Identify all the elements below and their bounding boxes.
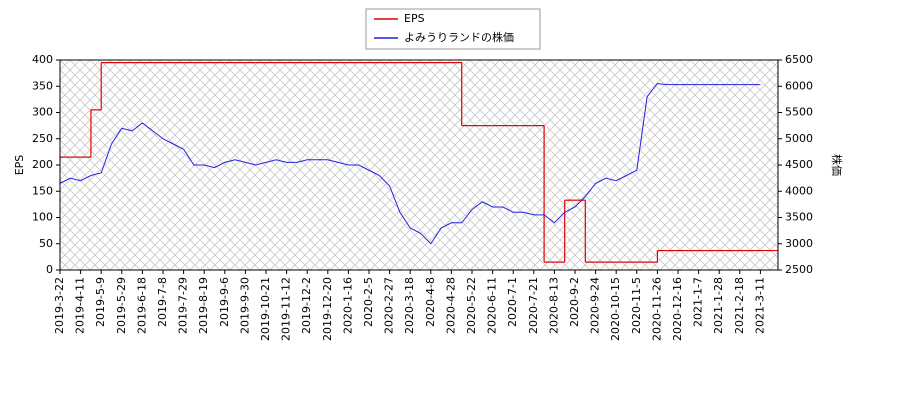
plot-background (60, 60, 778, 270)
x-tick-label: 2019-5-29 (115, 277, 128, 334)
legend-label: EPS (404, 12, 425, 25)
y2-tick-label: 6000 (785, 79, 813, 92)
x-tick-label: 2020-4-28 (444, 277, 457, 334)
y-tick-label: 250 (32, 132, 53, 145)
x-tick-label: 2019-9-6 (218, 277, 231, 327)
x-tick-label: 2020-3-18 (403, 277, 416, 334)
x-tick-label: 2021-1-7 (692, 277, 705, 327)
legend: EPS よみうりランドの株価 (365, 8, 541, 50)
y2-tick-label: 4000 (785, 184, 813, 197)
legend-label: よみうりランドの株価 (404, 30, 514, 44)
x-tick-label: 2020-6-11 (486, 277, 499, 334)
y-tick-label: 50 (39, 237, 53, 250)
x-tick-label: 2019-7-8 (156, 277, 169, 327)
y2-tick-label: 6500 (785, 53, 813, 66)
x-tick-label: 2021-1-28 (712, 277, 725, 334)
x-tick-label: 2019-8-19 (197, 277, 210, 334)
x-tick-label: 2020-8-13 (547, 277, 560, 334)
y-tick-label: 0 (46, 263, 53, 276)
x-tick-label: 2019-4-11 (74, 277, 87, 334)
x-tick-label: 2019-10-21 (259, 277, 272, 341)
x-tick-label: 2020-11-5 (630, 277, 643, 334)
y2-tick-label: 3500 (785, 211, 813, 224)
x-tick-label: 2020-7-1 (506, 277, 519, 327)
x-tick-label: 2019-3-22 (53, 277, 66, 334)
y2-tick-label: 2500 (785, 263, 813, 276)
y2-tick-label: 5000 (785, 132, 813, 145)
y-tick-label: 400 (32, 53, 53, 66)
legend-box (365, 8, 541, 50)
y-tick-label: 100 (32, 211, 53, 224)
price-line (59, 83, 761, 245)
x-tick-label: 2020-7-21 (527, 277, 540, 334)
y-tick-label: 350 (32, 79, 53, 92)
x-tick-label: 2020-2-27 (383, 277, 396, 334)
x-tick-label: 2019-5-9 (94, 277, 107, 327)
x-tick-label: 2019-6-18 (135, 277, 148, 334)
x-tick-label: 2021-3-11 (753, 277, 766, 334)
y-tick-label: 300 (32, 106, 53, 119)
x-tick-label: 2020-2-5 (362, 277, 375, 327)
y2-axis-label: 株価 (830, 154, 844, 176)
x-tick-label: 2020-12-16 (671, 277, 684, 341)
x-tick-label: 2020-10-15 (609, 277, 622, 341)
x-tick-label: 2019-9-30 (238, 277, 251, 334)
x-tick-label: 2020-1-16 (341, 277, 354, 334)
x-tick-label: 2020-11-26 (650, 277, 663, 341)
x-tick-label: 2019-7-29 (177, 277, 190, 334)
y-axis-label: EPS (13, 155, 26, 176)
x-tick-label: 2020-5-22 (465, 277, 478, 334)
x-tick-label: 2019-11-12 (280, 277, 293, 341)
y-tick-label: 200 (32, 158, 53, 171)
x-tick-label: 2020-9-2 (568, 277, 581, 327)
y2-tick-label: 4500 (785, 158, 813, 171)
x-tick-label: 2020-9-24 (589, 277, 602, 334)
y2-tick-label: 3000 (785, 237, 813, 250)
x-tick-label: 2020-4-8 (424, 277, 437, 327)
y-tick-label: 150 (32, 184, 53, 197)
y2-tick-label: 5500 (785, 106, 813, 119)
x-tick-label: 2019-12-2 (300, 277, 313, 334)
x-tick-label: 2021-2-18 (733, 277, 746, 334)
x-tick-label: 2019-12-20 (321, 277, 334, 341)
